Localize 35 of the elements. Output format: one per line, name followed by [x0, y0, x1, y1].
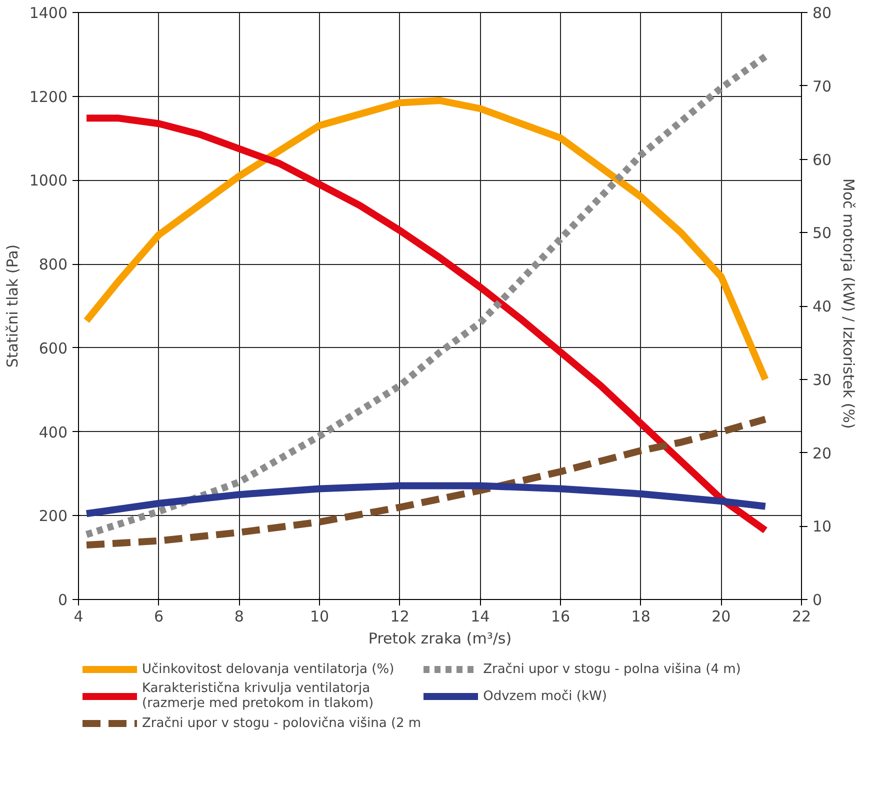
- y-tick-label: 1400: [29, 4, 68, 22]
- y2-tick-label: 30: [812, 370, 832, 389]
- y2-tick-label: 40: [812, 298, 832, 316]
- x-tick-label: 18: [631, 608, 650, 626]
- y2-axis-title: Moč motorja (kW) / Izkoristek (%): [840, 178, 858, 429]
- y2-tick-label: 0: [812, 591, 822, 609]
- y-tick-label: 400: [38, 423, 68, 442]
- x-tick-label: 14: [470, 608, 490, 626]
- y2-tick-label: 70: [812, 77, 832, 96]
- legend-label: Zračni upor v stogu - polna višina (4 m): [483, 662, 741, 676]
- y2-tick-label: 10: [812, 518, 832, 536]
- y2-tick-label: 20: [812, 444, 832, 462]
- x-tick-label: 12: [390, 608, 410, 626]
- x-tick-label: 10: [310, 608, 330, 626]
- x-tick-label: 22: [792, 608, 812, 626]
- legend-label: Zračni upor v stogu - polovična višina (2 m: [142, 716, 422, 730]
- y-axis-title: Statični tlak (Pa): [3, 244, 22, 368]
- y-tick-label: 1200: [29, 88, 68, 106]
- y-tick-label: 600: [38, 339, 68, 358]
- x-tick-label: 8: [234, 608, 244, 626]
- x-axis-title: Pretok zraka (m³/s): [368, 630, 512, 648]
- x-tick-label: 6: [154, 608, 164, 626]
- y-tick-label: 800: [38, 256, 68, 274]
- x-tick-label: 16: [550, 608, 570, 626]
- x-tick-label: 4: [74, 608, 84, 626]
- y2-tick-label: 80: [812, 4, 832, 22]
- x-tick-label: 20: [712, 608, 731, 626]
- y2-tick-label: 50: [812, 224, 832, 242]
- y-tick-label: 200: [38, 507, 68, 526]
- legend-label: Učinkovitost delovanja ventilatorja (%): [142, 662, 394, 676]
- legend-label: Karakteristična krivulja ventilatorja (razmerje med pretokom in tlakom): [142, 681, 374, 711]
- y-tick-label: 1000: [29, 172, 68, 190]
- y-tick-label: 0: [58, 591, 68, 609]
- y2-tick-label: 60: [812, 150, 832, 169]
- legend-label: Odvzem moči (kW): [483, 688, 607, 704]
